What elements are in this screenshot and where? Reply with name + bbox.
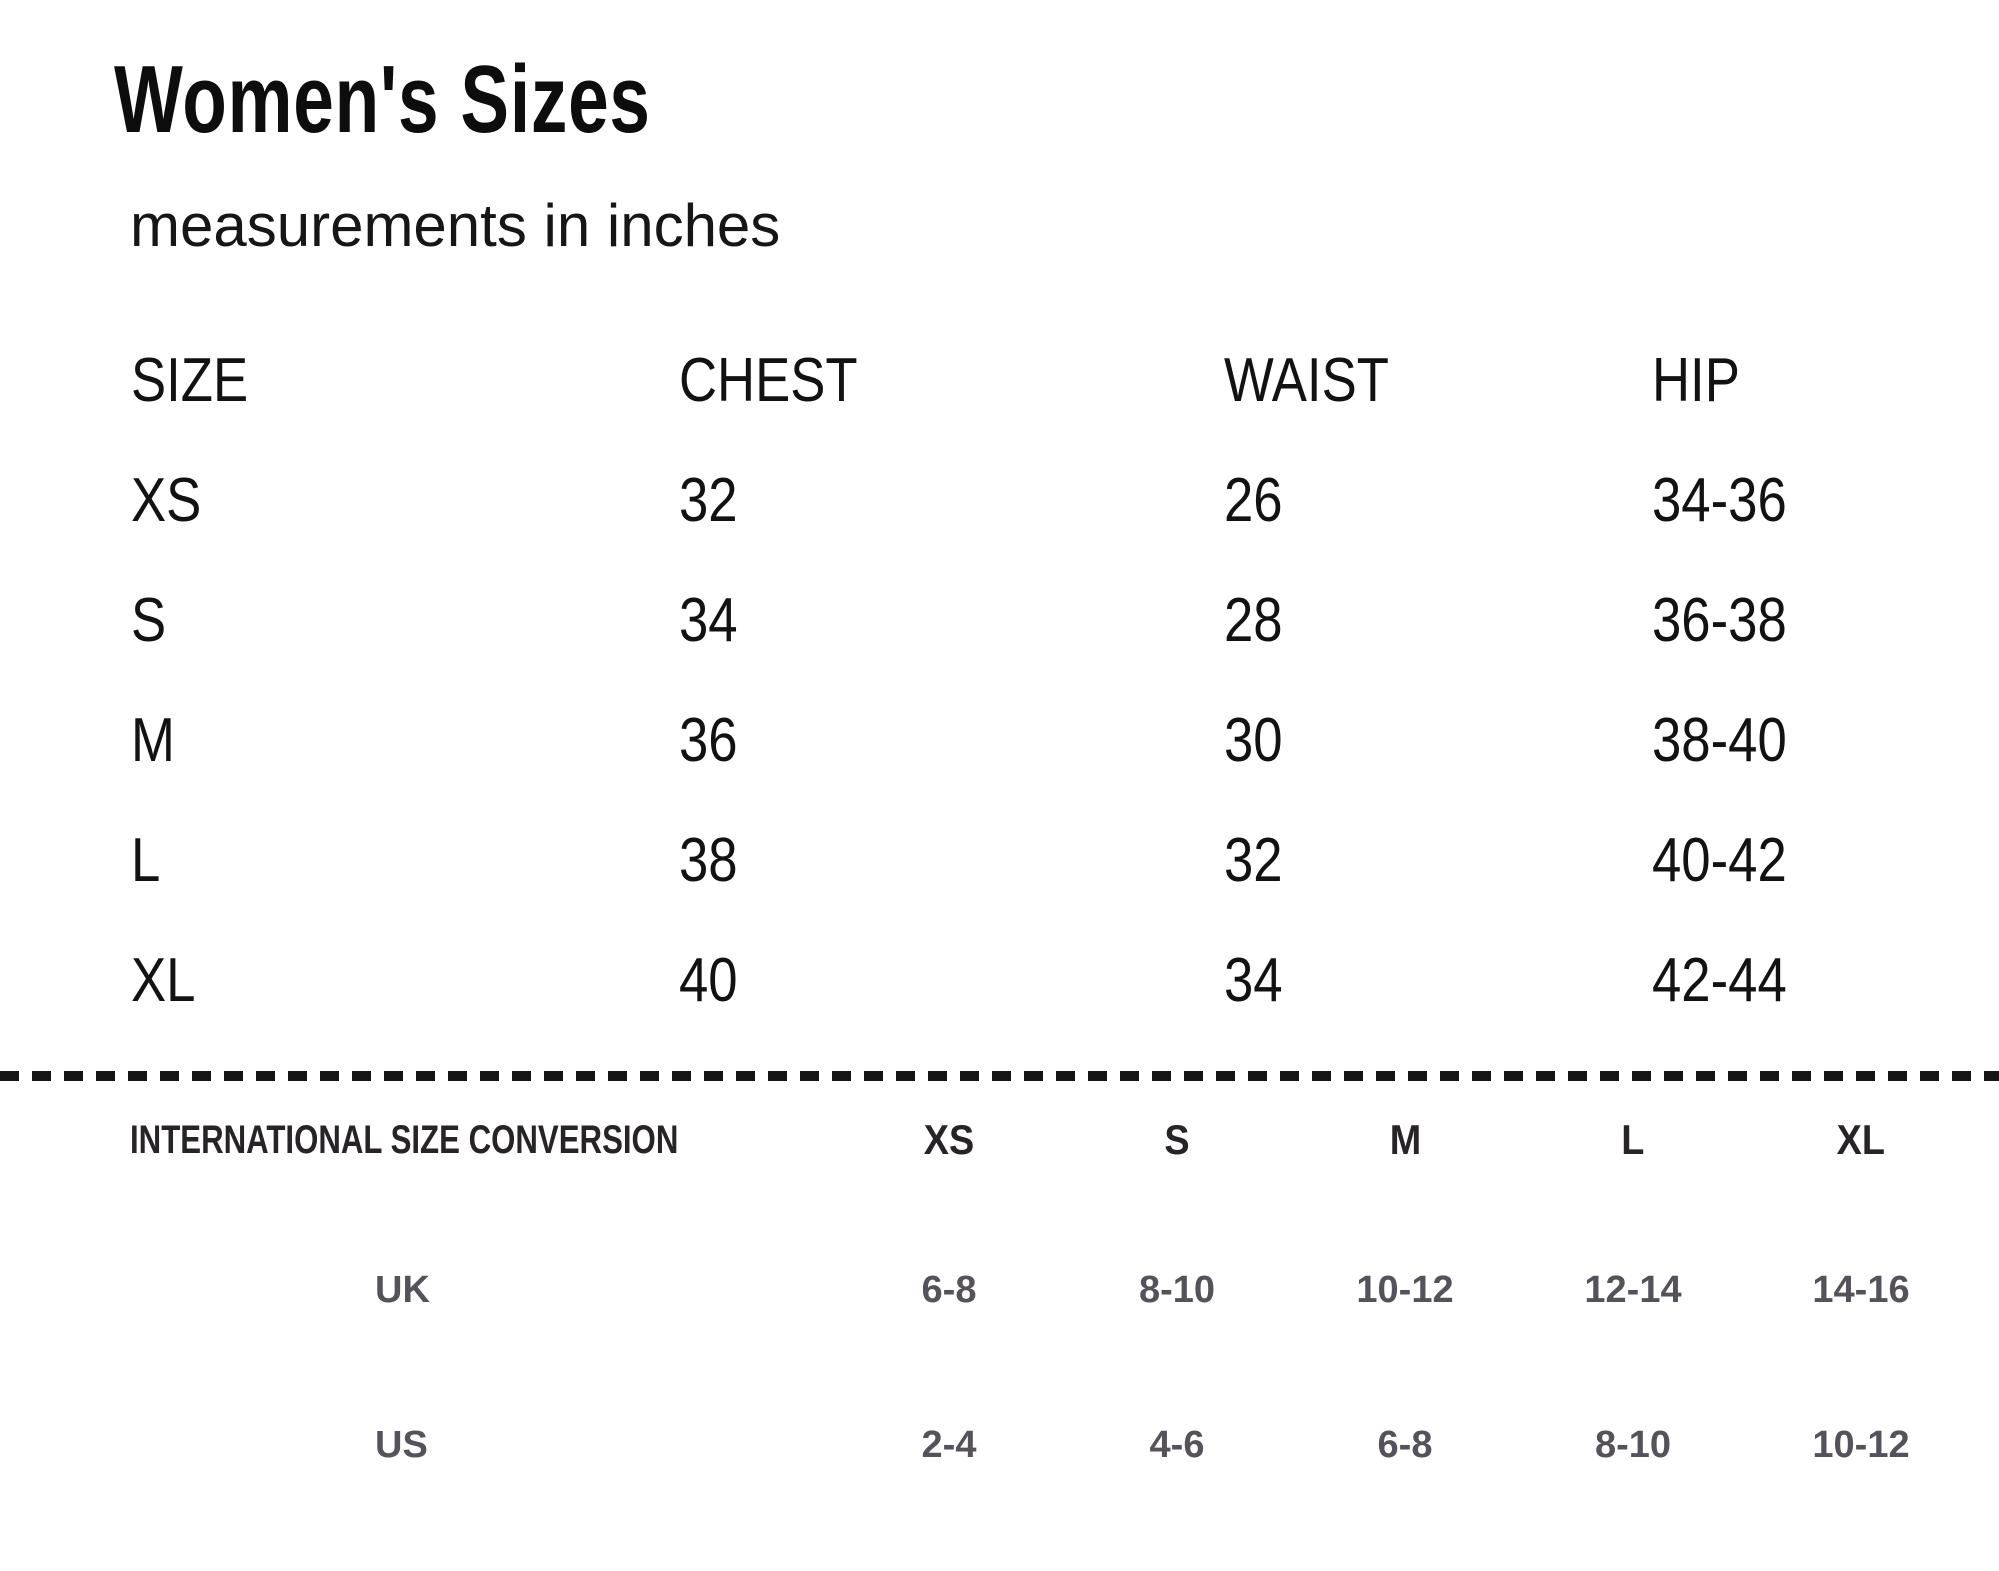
chest-value: 36 <box>679 705 738 775</box>
table-row-xs-size: XS <box>131 465 679 536</box>
uk-value-l: 12-14 <box>1584 1268 1682 1311</box>
page-subtitle: measurements in inches <box>130 192 781 259</box>
conversion-header-s: S <box>1063 1116 1291 1164</box>
conversion-size-label: XS <box>923 1116 975 1163</box>
table-row-xs-waist: 26 <box>1224 465 1652 536</box>
size-value: M <box>131 705 175 775</box>
column-header-size: SIZE <box>131 345 679 416</box>
hip-value: 40-42 <box>1652 825 1787 895</box>
chest-value: 38 <box>679 825 738 895</box>
us-value-xs: 2-4 <box>921 1423 977 1466</box>
size-value: L <box>131 825 161 895</box>
international-conversion-table: INTERNATIONAL SIZE CONVERSION XS S M L X… <box>0 1081 1999 1509</box>
page-title: Women's Sizes <box>114 46 651 153</box>
hip-value: 42-44 <box>1652 945 1787 1015</box>
size-value: S <box>131 585 167 655</box>
waist-value: 30 <box>1224 705 1283 775</box>
conversion-size-label: M <box>1389 1116 1421 1163</box>
us-value-l: 8-10 <box>1594 1423 1672 1466</box>
table-row-s-hip: 36-38 <box>1652 585 1999 656</box>
table-row-m-hip: 38-40 <box>1652 705 1999 776</box>
table-row-xl-hip: 42-44 <box>1652 945 1999 1016</box>
table-row-m-waist: 30 <box>1224 705 1652 776</box>
column-header-waist-label: WAIST <box>1224 345 1389 415</box>
table-row-m-size: M <box>131 705 679 776</box>
column-header-hip-label: HIP <box>1652 345 1740 415</box>
conversion-header-xl: XL <box>1747 1116 1975 1164</box>
hip-value: 38-40 <box>1652 705 1787 775</box>
chest-value: 40 <box>679 945 738 1015</box>
conversion-size-label: L <box>1621 1116 1645 1163</box>
conversion-row-uk-label: UK <box>375 1268 430 1311</box>
uk-value-xl: 14-16 <box>1812 1268 1910 1311</box>
table-row-m-chest: 36 <box>679 705 1224 776</box>
table-row-xs-hip: 34-36 <box>1652 465 1999 536</box>
waist-value: 26 <box>1224 465 1283 535</box>
column-header-waist: WAIST <box>1224 345 1652 416</box>
column-header-size-label: SIZE <box>131 345 249 415</box>
us-value-m: 6-8 <box>1377 1423 1433 1466</box>
conversion-header-xs: XS <box>835 1116 1063 1164</box>
table-row-l-hip: 40-42 <box>1652 825 1999 896</box>
chest-value: 32 <box>679 465 738 535</box>
table-row-l-waist: 32 <box>1224 825 1652 896</box>
conversion-header-m: M <box>1291 1116 1519 1164</box>
measurements-table: SIZE CHEST WAIST HIP XS 32 26 34-36 S 34… <box>0 320 1999 1040</box>
conversion-size-label: S <box>1164 1116 1190 1163</box>
column-header-chest: CHEST <box>679 345 1224 416</box>
waist-value: 28 <box>1224 585 1283 655</box>
table-row-xl-waist: 34 <box>1224 945 1652 1016</box>
table-row-l-chest: 38 <box>679 825 1224 896</box>
chest-value: 34 <box>679 585 738 655</box>
conversion-title: INTERNATIONAL SIZE CONVERSION <box>130 1118 835 1163</box>
conversion-row-us-label: US <box>375 1423 428 1466</box>
column-header-chest-label: CHEST <box>679 345 858 415</box>
dashed-divider <box>0 1071 1999 1081</box>
table-row-xl-chest: 40 <box>679 945 1224 1016</box>
waist-value: 32 <box>1224 825 1283 895</box>
size-value: XS <box>131 465 202 535</box>
table-row-s-waist: 28 <box>1224 585 1652 656</box>
hip-value: 36-38 <box>1652 585 1787 655</box>
conversion-size-label: XL <box>1836 1116 1886 1163</box>
hip-value: 34-36 <box>1652 465 1787 535</box>
table-row-s-chest: 34 <box>679 585 1224 656</box>
conversion-header-l: L <box>1519 1116 1747 1164</box>
column-header-hip: HIP <box>1652 345 1999 416</box>
conversion-title-label: INTERNATIONAL SIZE CONVERSION <box>130 1117 679 1162</box>
uk-value-xs: 6-8 <box>921 1268 977 1311</box>
size-value: XL <box>131 945 196 1015</box>
waist-value: 34 <box>1224 945 1283 1015</box>
table-row-l-size: L <box>131 825 679 896</box>
table-row-s-size: S <box>131 585 679 656</box>
us-value-s: 4-6 <box>1149 1423 1205 1466</box>
table-row-xl-size: XL <box>131 945 679 1016</box>
uk-value-s: 8-10 <box>1138 1268 1216 1311</box>
us-value-xl: 10-12 <box>1812 1423 1910 1466</box>
uk-value-m: 10-12 <box>1356 1268 1454 1311</box>
table-row-xs-chest: 32 <box>679 465 1224 536</box>
